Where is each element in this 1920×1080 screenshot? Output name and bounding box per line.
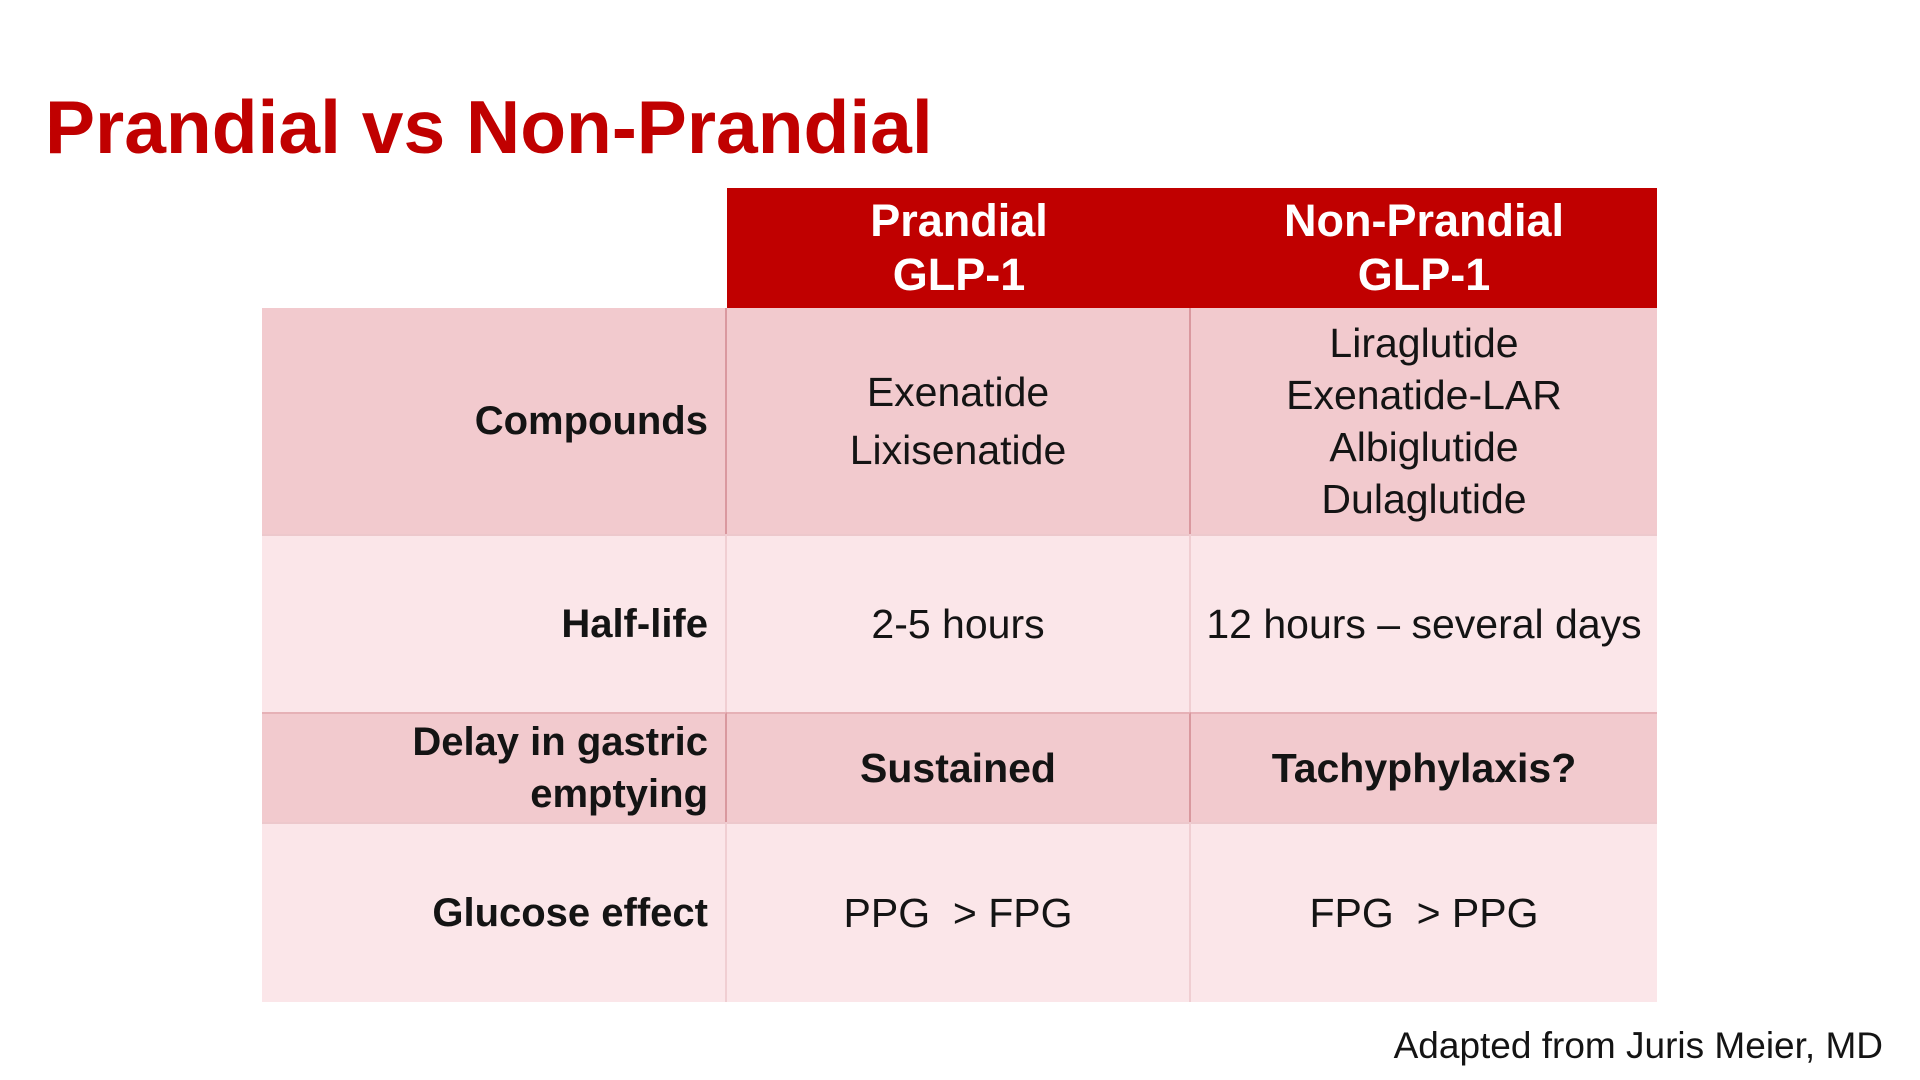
column-header-line: GLP-1 [892, 249, 1026, 300]
slide-title: Prandial vs Non-Prandial [45, 85, 933, 169]
cell-compounds-non-prandial: Liraglutide Exenatide-LAR Albiglutide Du… [1191, 308, 1657, 534]
column-header-line: Non-Prandial [1283, 195, 1565, 246]
cell-half-life-prandial: 2-5 hours [727, 534, 1191, 712]
row-label-gastric-emptying: Delay in gastric emptying [262, 712, 727, 822]
compound-name: Albiglutide [1329, 424, 1519, 470]
compound-name: Dulaglutide [1321, 476, 1527, 522]
compound-name: Exenatide [866, 369, 1050, 415]
row-label-glucose-effect: Glucose effect [262, 822, 727, 1002]
column-header-line: GLP-1 [1357, 249, 1491, 300]
compound-name: Lixisenatide [849, 427, 1067, 473]
cell-gastric-prandial: Sustained [727, 712, 1191, 822]
compound-name: Exenatide-LAR [1286, 372, 1562, 418]
cell-half-life-non-prandial: 12 hours – several days [1191, 534, 1657, 712]
comparison-table: Prandial GLP-1 Non-Prandial GLP-1 Compou… [262, 188, 1657, 1002]
cell-gastric-non-prandial: Tachyphylaxis? [1191, 712, 1657, 822]
compound-name: Liraglutide [1329, 320, 1519, 366]
column-header-non-prandial: Non-Prandial GLP-1 [1191, 188, 1657, 308]
column-header-line: Prandial [870, 195, 1048, 246]
table-corner-spacer [262, 188, 727, 308]
cell-compounds-prandial: Exenatide Lixisenatide [727, 308, 1191, 534]
column-header-prandial: Prandial GLP-1 [727, 188, 1191, 308]
attribution-text: Adapted from Juris Meier, MD [1393, 1025, 1883, 1066]
row-label-half-life: Half-life [262, 534, 727, 712]
cell-glucose-prandial: PPG > FPG [727, 822, 1191, 1002]
cell-glucose-non-prandial: FPG > PPG [1191, 822, 1657, 1002]
row-label-compounds: Compounds [262, 308, 727, 534]
